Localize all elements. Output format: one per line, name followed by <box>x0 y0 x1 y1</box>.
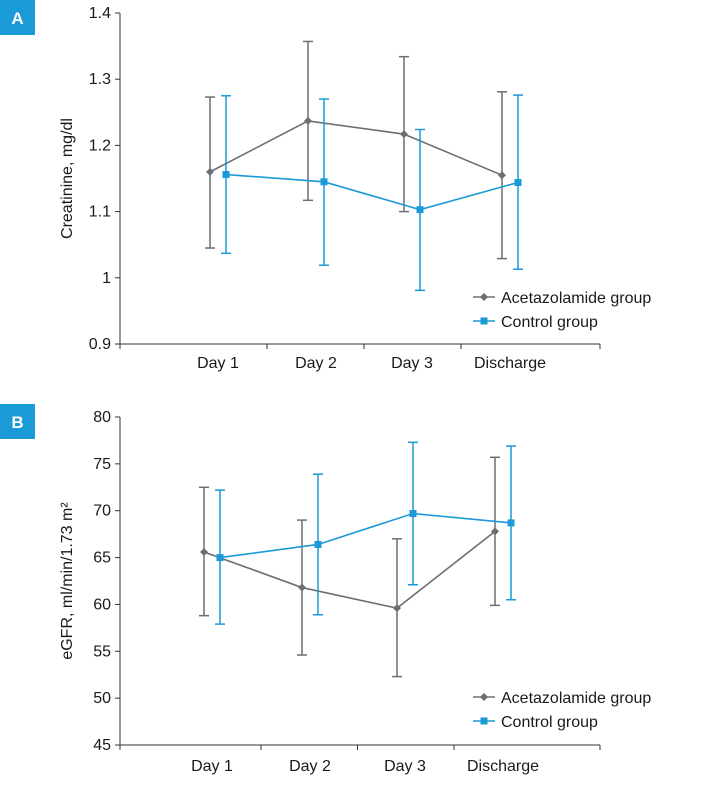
chart-panel-a: A 0.9 1 1.1 1.2 1.3 1.4 Day 1 Day 2 Day 3 Discharg… <box>0 0 651 372</box>
data-point <box>200 547 208 556</box>
y-tick-label: 60 <box>93 596 111 613</box>
legend-label: Acetazolamide group <box>501 690 651 707</box>
y-tick-label: 45 <box>93 737 111 754</box>
legend-marker <box>480 317 488 325</box>
series-line <box>219 512 512 559</box>
data-point <box>298 583 306 592</box>
series-control <box>221 94 523 292</box>
y-tick-label: 1.2 <box>89 137 111 154</box>
x-tick-label: Day 2 <box>289 758 331 775</box>
y-tick-label: 50 <box>93 690 111 707</box>
series-acetazolamide <box>205 40 507 260</box>
y-tick-label: 80 <box>93 409 111 426</box>
data-point <box>416 206 424 214</box>
legend-label: Acetazolamide group <box>501 290 651 307</box>
legend-label: Control group <box>501 314 598 331</box>
data-point <box>491 527 499 536</box>
data-point <box>409 510 417 518</box>
y-tick-label: 65 <box>93 550 111 567</box>
y-tick-label: 1.3 <box>89 71 111 88</box>
panel-label: B <box>11 413 23 432</box>
legend-label: Control group <box>501 714 598 731</box>
panel-badge <box>0 0 35 35</box>
series-line <box>225 173 519 211</box>
legend-marker <box>480 293 488 301</box>
panel-label: A <box>11 9 23 28</box>
y-tick-label: 1.4 <box>89 5 111 22</box>
panel-badge <box>0 404 35 439</box>
legend: Acetazolamide group Control group <box>473 290 651 331</box>
legend-marker <box>480 693 488 701</box>
data-point <box>498 171 506 180</box>
data-point <box>514 178 522 186</box>
data-point <box>304 116 312 125</box>
legend: Acetazolamide group Control group <box>473 690 651 731</box>
legend-marker <box>480 717 488 725</box>
series-line <box>203 530 496 610</box>
data-point <box>206 167 214 176</box>
x-tick-label: Day 3 <box>384 758 426 775</box>
y-tick-label: 70 <box>93 503 111 520</box>
data-point <box>222 171 230 179</box>
series-acetazolamide <box>199 456 500 678</box>
chart-panel-b: B 45 50 55 60 65 70 75 80 Day 1 Day 2 Day 3 Discharg… <box>0 404 651 775</box>
x-tick-label: Day 2 <box>295 355 337 372</box>
y-tick-label: 1 <box>102 270 111 287</box>
y-tick-label: 55 <box>93 643 111 660</box>
data-point <box>507 519 515 527</box>
y-tick-label: 0.9 <box>89 336 111 353</box>
data-point <box>314 540 322 548</box>
y-axis-label: Creatinine, mg/dl <box>59 118 76 239</box>
data-point <box>400 130 408 139</box>
x-tick-label: Day 1 <box>197 355 239 372</box>
data-point <box>216 554 224 562</box>
x-tick-label: Day 1 <box>191 758 233 775</box>
series-line <box>209 120 503 176</box>
x-tick-label: Discharge <box>467 758 539 775</box>
y-axis-label: eGFR, ml/min/1.73 m² <box>59 502 76 660</box>
y-tick-label: 75 <box>93 456 111 473</box>
x-tick-label: Discharge <box>474 355 546 372</box>
data-point <box>320 178 328 186</box>
y-tick-label: 1.1 <box>89 204 111 221</box>
series-control <box>215 441 516 625</box>
x-tick-label: Day 3 <box>391 355 433 372</box>
data-point <box>393 604 401 613</box>
